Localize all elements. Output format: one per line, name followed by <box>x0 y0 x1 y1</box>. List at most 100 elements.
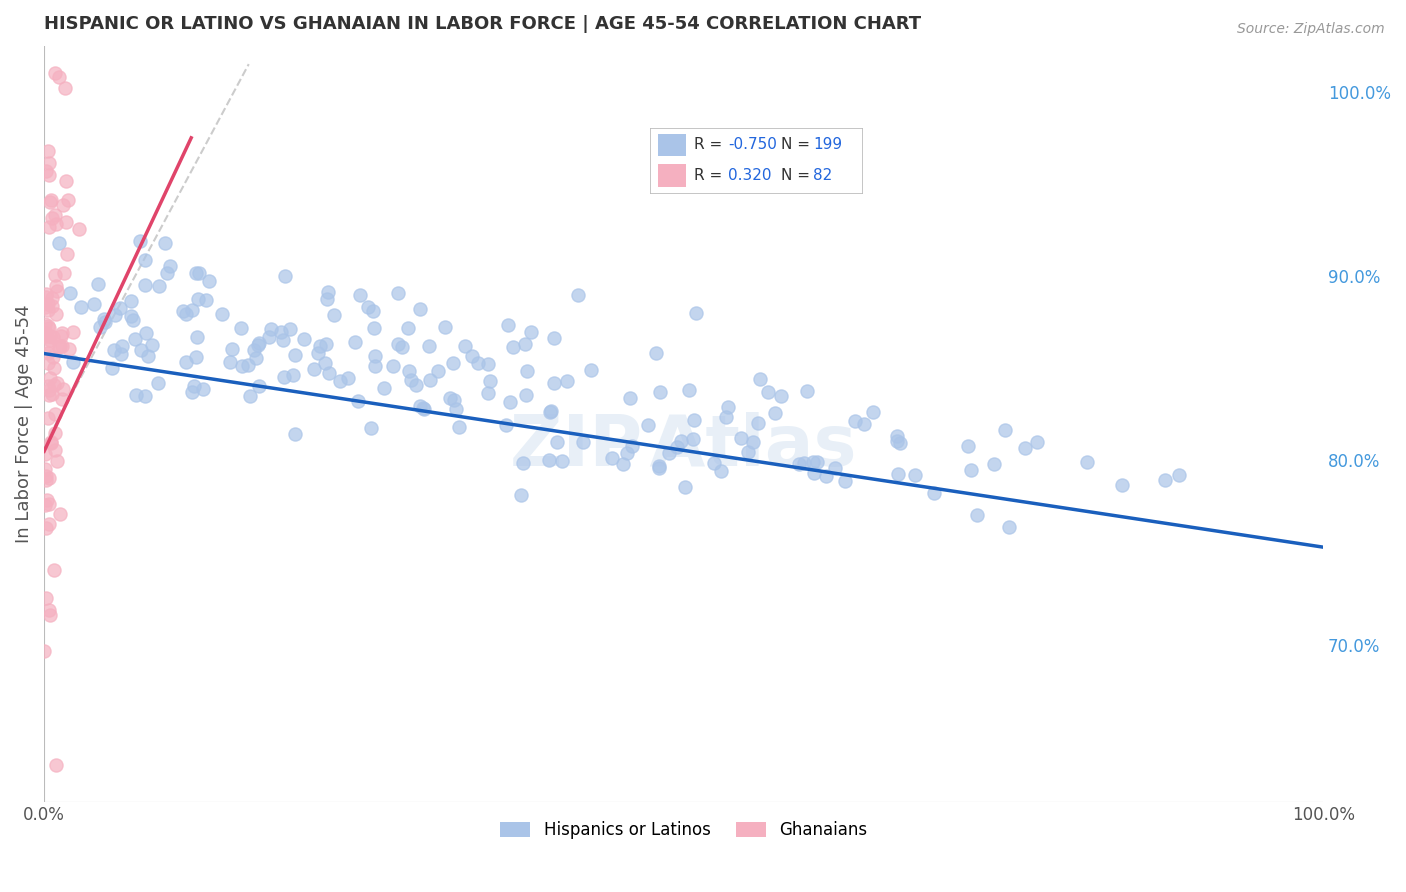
Point <box>806 455 828 469</box>
Point <box>83 297 105 311</box>
Point <box>515 388 537 402</box>
Point <box>1111 478 1133 492</box>
Point <box>94 314 117 328</box>
Point <box>174 355 197 369</box>
Point <box>231 359 253 373</box>
Point <box>229 320 252 334</box>
Point <box>396 320 419 334</box>
Point <box>103 343 125 357</box>
Point <box>70 300 93 314</box>
Point <box>35 521 58 535</box>
Bar <box>658 164 686 187</box>
Point <box>803 466 825 480</box>
Point <box>180 303 202 318</box>
Point <box>619 392 641 406</box>
Point <box>34 447 56 461</box>
Point <box>454 339 477 353</box>
Point <box>316 292 339 306</box>
Point <box>551 454 574 468</box>
Point <box>647 461 669 475</box>
Point <box>292 332 315 346</box>
Point <box>834 475 856 489</box>
Point <box>44 407 66 421</box>
Point <box>239 389 262 403</box>
Point <box>284 348 307 362</box>
Point <box>45 757 67 772</box>
Point <box>572 435 595 450</box>
Point <box>134 277 156 292</box>
Point <box>89 320 111 334</box>
Point <box>156 266 179 280</box>
Point <box>409 399 432 413</box>
Point <box>669 434 692 448</box>
Point <box>48 340 70 354</box>
Point <box>886 434 908 449</box>
Point <box>48 70 70 84</box>
Point <box>56 247 79 261</box>
Point <box>537 452 560 467</box>
Text: -0.750: -0.750 <box>728 137 778 153</box>
Point <box>271 333 294 347</box>
Text: HISPANIC OR LATINO VS GHANAIAN IN LABOR FORCE | AGE 45-54 CORRELATION CHART: HISPANIC OR LATINO VS GHANAIAN IN LABOR … <box>44 15 921 33</box>
Point <box>730 431 752 445</box>
Point <box>51 382 73 396</box>
Point <box>703 456 725 470</box>
Point <box>101 360 124 375</box>
Point <box>51 326 73 341</box>
Point <box>540 404 562 418</box>
Point <box>443 392 465 407</box>
Point <box>862 405 884 419</box>
Point <box>44 268 66 282</box>
Point <box>184 266 207 280</box>
Point <box>329 374 352 388</box>
Point <box>56 194 79 208</box>
Point <box>176 307 198 321</box>
Point <box>141 337 163 351</box>
Point <box>37 303 59 318</box>
Point <box>46 284 69 298</box>
Point <box>38 156 60 170</box>
Point <box>37 410 59 425</box>
Point <box>513 336 536 351</box>
Point <box>67 221 90 235</box>
Point <box>186 329 208 343</box>
Point <box>38 387 60 401</box>
Point <box>41 211 63 226</box>
Point <box>357 300 380 314</box>
Point <box>419 373 441 387</box>
Point <box>309 338 332 352</box>
Point <box>259 321 281 335</box>
Point <box>409 301 432 316</box>
Point <box>38 321 60 335</box>
Point <box>322 308 344 322</box>
Text: Source: ZipAtlas.com: Source: ZipAtlas.com <box>1237 22 1385 37</box>
Point <box>38 383 60 397</box>
Text: N =: N = <box>782 137 815 153</box>
Point <box>1025 435 1047 450</box>
Point <box>51 392 73 407</box>
Point <box>637 417 659 432</box>
Point <box>957 438 980 452</box>
Point <box>120 293 142 308</box>
Point <box>387 337 409 351</box>
Point <box>364 359 387 374</box>
Point <box>1154 474 1177 488</box>
Point <box>38 608 60 623</box>
Point <box>184 350 207 364</box>
Point <box>53 266 76 280</box>
Point <box>187 266 209 280</box>
Point <box>361 304 384 318</box>
Legend: Hispanics or Latinos, Ghanaians: Hispanics or Latinos, Ghanaians <box>494 814 873 847</box>
Point <box>382 359 405 373</box>
Point <box>44 377 66 392</box>
Point <box>621 439 644 453</box>
Point <box>673 480 696 494</box>
Point <box>742 434 765 449</box>
Point <box>39 371 62 385</box>
Point <box>479 375 502 389</box>
Point <box>35 164 58 178</box>
Point <box>187 292 209 306</box>
Point <box>34 318 56 332</box>
Point <box>443 356 465 370</box>
Point <box>337 371 360 385</box>
